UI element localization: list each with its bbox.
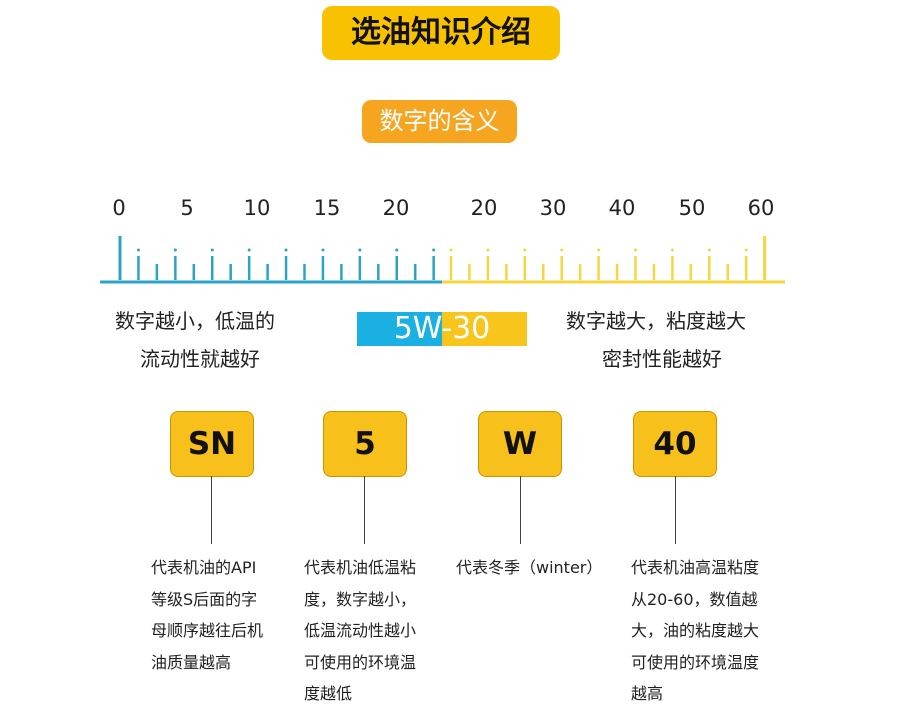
connector-line [211, 476, 212, 544]
connector-line [520, 476, 521, 544]
note-w: 代表冬季（winter） [456, 558, 603, 577]
tick-dot [432, 248, 436, 252]
code-box-40: 40 [633, 411, 717, 477]
tick-dot [321, 248, 325, 252]
note-40: 代表机油高温粘度 从20-60，数值越 大，油的粘度越大 可使用的环境温度 越高 [631, 558, 760, 703]
grade-dash: - [441, 311, 453, 346]
scale-label: 40 [608, 196, 636, 220]
tick-dot [597, 248, 601, 252]
grade-high: 30 [452, 311, 491, 346]
scale-label: 30 [539, 196, 567, 220]
scale-label: 50 [678, 196, 706, 220]
right-description-line: 数字越大，粘度越大 [566, 309, 746, 333]
scale-label: 20 [382, 196, 410, 220]
left-description-line: 流动性就越好 [140, 347, 260, 371]
tick-dot [560, 248, 564, 252]
scale-ruler [100, 236, 785, 284]
grade-label: 5W-30 [357, 312, 527, 346]
tick-dot [173, 248, 177, 252]
tick-dot [210, 248, 214, 252]
tick-dot [486, 248, 490, 252]
tick-dot [744, 248, 748, 252]
title-banner: 选油知识介绍 [322, 6, 560, 60]
scale-label: 60 [747, 196, 775, 220]
tick-dot [284, 248, 288, 252]
scale-label: 10 [243, 196, 271, 220]
tick-dot [136, 248, 140, 252]
grade-low: 5W [393, 311, 442, 346]
left-description-line: 数字越小，低温的 [115, 309, 275, 333]
tick-dot [634, 248, 637, 252]
note-sn: 代表机油的API 等级S后面的字 母顺序越往后机 油质量越高 [151, 558, 264, 672]
connector-line [675, 476, 676, 544]
code-box-sn: SN [170, 411, 254, 477]
scale-label: 0 [112, 196, 126, 220]
tick-dot [395, 248, 399, 252]
right-description-line: 密封性能越好 [602, 347, 722, 371]
subtitle-banner: 数字的含义 [362, 100, 517, 143]
tick-dot [449, 248, 453, 252]
scale-label: 5 [180, 196, 194, 220]
tick-dot [523, 248, 527, 252]
code-box-w: W [478, 411, 562, 477]
connector-line [364, 476, 365, 544]
scale-label: 15 [313, 196, 341, 220]
tick-dot [358, 248, 362, 252]
tick-dot [707, 248, 711, 252]
code-box-5: 5 [323, 411, 407, 477]
tick-dot [247, 248, 251, 252]
tick-dot [670, 248, 674, 252]
note-5: 代表机油低温粘 度，数字越小， 低温流动性越小 可使用的环境温 度越低 [304, 558, 417, 703]
scale-label: 20 [470, 196, 498, 220]
